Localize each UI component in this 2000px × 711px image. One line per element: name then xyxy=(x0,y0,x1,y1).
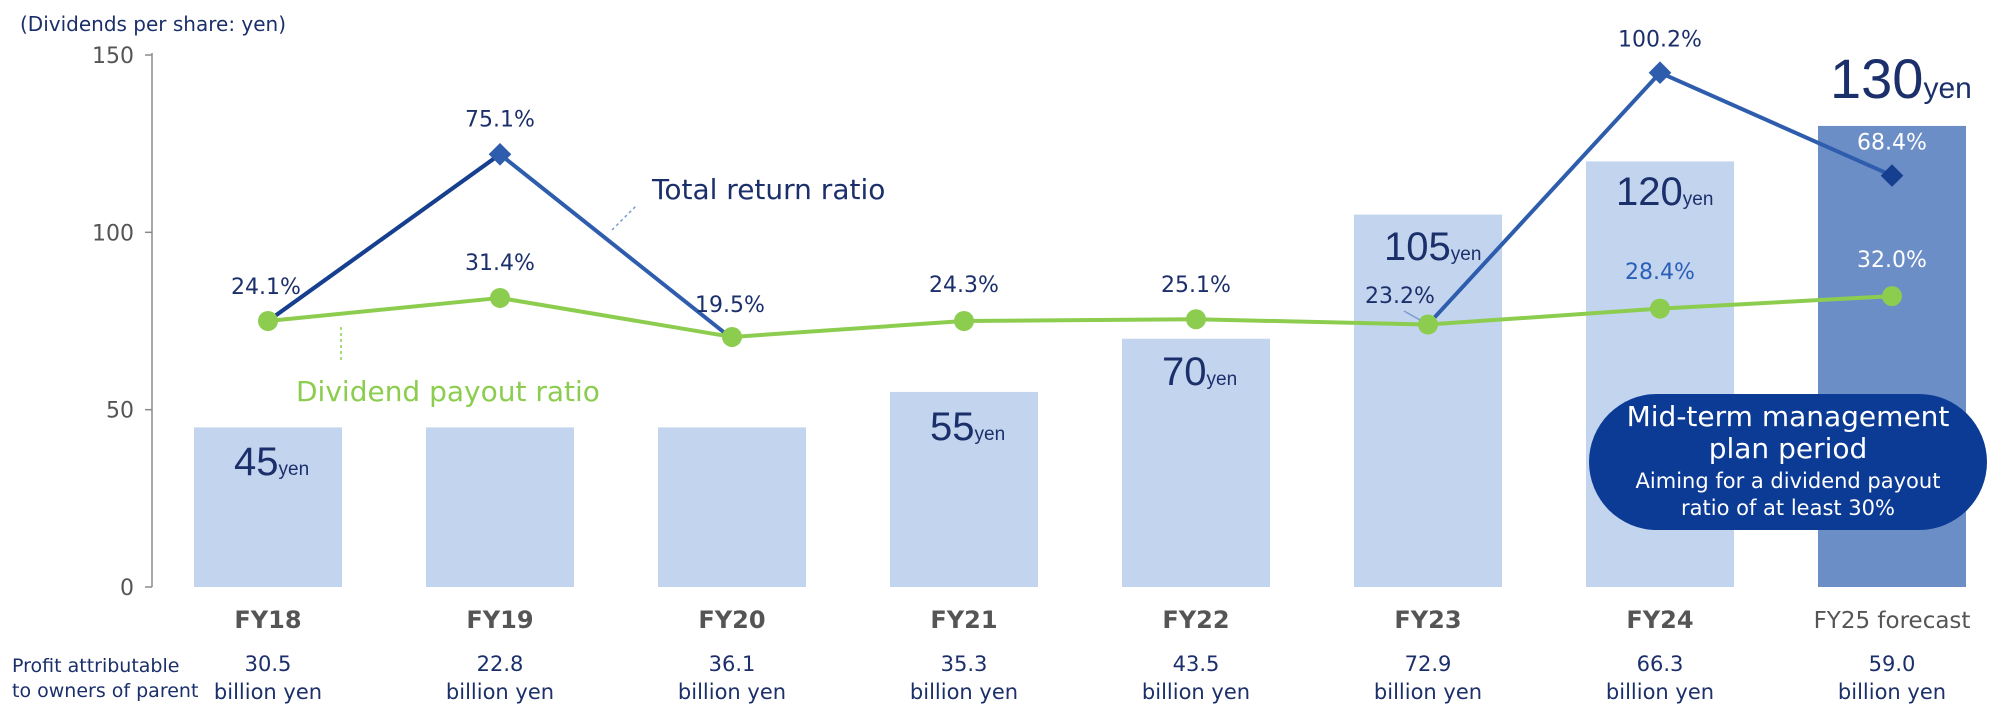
payout-value-label: 31.4% xyxy=(465,251,535,276)
payout-point xyxy=(258,311,278,331)
dividend-value-label: 105yen xyxy=(1384,225,1481,269)
dividend-value: 130 xyxy=(1830,47,1923,110)
dividend-unit: yen xyxy=(1923,72,1971,105)
total-return-line xyxy=(266,152,502,323)
y-tick-label: 0 xyxy=(120,576,134,601)
payout-series: 24.1% 31.4% 19.5% 24.3% 25.1% 23.2% 28.4% 32.0%… xyxy=(231,248,1927,408)
profit-unit: billion yen xyxy=(910,680,1018,704)
dividend-unit: yen xyxy=(1451,244,1482,265)
profit-value: 36.1 xyxy=(709,652,756,676)
profit-value: 66.3 xyxy=(1637,652,1684,676)
dividend-bar xyxy=(658,427,806,587)
profit-unit: billion yen xyxy=(1606,680,1714,704)
x-tick-label: FY24 xyxy=(1626,606,1693,634)
plan-box-title-line2: plan period xyxy=(1709,432,1868,465)
payout-value-label: 25.1% xyxy=(1161,273,1231,298)
dividend-value-label: 120yen xyxy=(1616,170,1713,214)
payout-point xyxy=(1418,314,1438,335)
profit-unit: billion yen xyxy=(678,680,786,704)
dividend-value: 70 xyxy=(1162,350,1207,394)
profit-unit: billion yen xyxy=(1838,680,1946,704)
dividend-value-label: 70yen xyxy=(1162,350,1237,394)
payout-series-name: Dividend payout ratio xyxy=(296,375,600,408)
x-tick-label: FY22 xyxy=(1162,606,1229,634)
x-tick-label: FY25 forecast xyxy=(1814,608,1971,634)
x-tick-label: FY20 xyxy=(698,606,765,634)
dividend-bar xyxy=(194,427,342,587)
dividend-unit: yen xyxy=(1207,369,1238,390)
payout-point xyxy=(722,326,742,347)
dividend-unit: yen xyxy=(279,459,310,480)
plan-box-sub-line2: ratio of at least 30% xyxy=(1681,496,1895,520)
y-axis: 0 50 100 150 xyxy=(92,44,153,601)
payout-value-label: 19.5% xyxy=(695,293,765,318)
profit-value: 30.5 xyxy=(245,652,292,676)
profit-row-label-line1: Profit attributable xyxy=(12,655,179,677)
dividend-value: 105 xyxy=(1384,225,1451,269)
total-return-series-name: Total return ratio xyxy=(651,173,885,206)
y-tick-label: 50 xyxy=(106,399,134,424)
x-tick-label: FY19 xyxy=(466,606,533,634)
total-return-value-label: 75.1% xyxy=(465,107,535,132)
x-tick-label: FY23 xyxy=(1394,606,1461,634)
payout-point xyxy=(1882,286,1902,307)
profit-unit: billion yen xyxy=(214,680,322,704)
dividend-value: 45 xyxy=(234,440,279,484)
x-axis-labels: FY18 FY19 FY20 FY21 FY22 FY23 FY24 FY25 forecas… xyxy=(234,606,1970,634)
payout-point xyxy=(1186,309,1206,330)
total-return-series: 75.1% 100.2% 68.4% Total return ratio xyxy=(266,28,1927,341)
dividend-value-label: 130yen xyxy=(1830,47,1972,110)
dividend-bar xyxy=(426,427,574,587)
dividend-value: 120 xyxy=(1616,170,1683,214)
profit-value: 22.8 xyxy=(477,652,524,676)
profit-value: 59.0 xyxy=(1869,652,1916,676)
dividend-unit: yen xyxy=(975,424,1006,445)
unit-label: (Dividends per share: yen) xyxy=(20,12,286,36)
plan-box-background xyxy=(1589,394,1987,530)
plan-box-title-line1: Mid-term management xyxy=(1627,400,1950,433)
total-return-value-label: 68.4% xyxy=(1857,131,1927,156)
total-return-value-label: 100.2% xyxy=(1618,28,1702,53)
dividend-bar xyxy=(1354,214,1502,587)
dividend-value-label: 45yen xyxy=(234,440,309,484)
payout-value-label: 24.3% xyxy=(929,273,999,298)
payout-value-label: 23.2% xyxy=(1365,284,1435,309)
payout-point xyxy=(954,311,974,331)
plan-box-sub-line1: Aiming for a dividend payout xyxy=(1636,469,1941,493)
profit-unit: billion yen xyxy=(1142,680,1250,704)
payout-label-callout-line xyxy=(1403,310,1421,321)
profit-row: Profit attributable to owners of parent 30… xyxy=(12,652,1946,704)
total-return-point xyxy=(1648,61,1672,85)
x-tick-label: FY18 xyxy=(234,606,301,634)
dividend-value: 55 xyxy=(930,405,975,449)
payout-point xyxy=(1650,298,1670,319)
x-tick-label: FY21 xyxy=(930,606,997,634)
payout-point xyxy=(490,287,510,308)
dividend-bar xyxy=(890,391,1038,587)
payout-value-label: 32.0% xyxy=(1857,248,1927,273)
dividend-value-label: 55yen xyxy=(930,405,1005,449)
dividend-unit: yen xyxy=(1683,189,1714,210)
total-return-callout-line xyxy=(611,205,637,231)
y-tick-label: 100 xyxy=(92,221,134,246)
profit-row-label-line2: to owners of parent xyxy=(12,680,198,702)
payout-value-label: 28.4% xyxy=(1625,260,1695,285)
profit-unit: billion yen xyxy=(1374,680,1482,704)
profit-value: 43.5 xyxy=(1173,652,1220,676)
payout-line xyxy=(267,294,1893,339)
payout-value-label: 24.1% xyxy=(231,275,301,300)
profit-value: 35.3 xyxy=(941,652,988,676)
profit-value: 72.9 xyxy=(1405,652,1452,676)
profit-unit: billion yen xyxy=(446,680,554,704)
y-tick-label: 150 xyxy=(92,44,134,69)
dividend-bar xyxy=(1122,338,1270,587)
